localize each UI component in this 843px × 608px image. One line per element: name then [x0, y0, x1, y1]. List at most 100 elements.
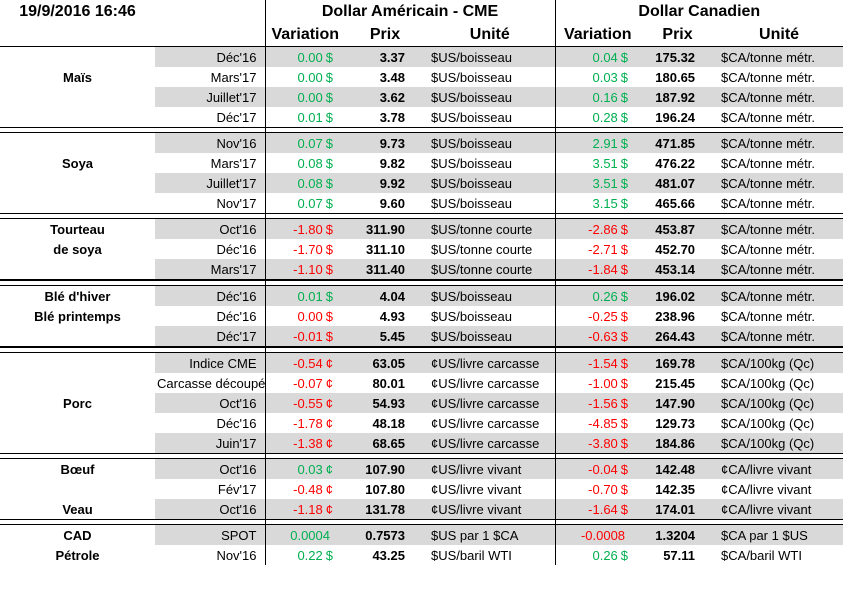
ca-unit-cell: $CA/tonne métr. — [715, 326, 843, 347]
ca-variation-cell: -0.70 $ — [554, 479, 641, 499]
ca-price-cell: 471.85 — [640, 132, 716, 153]
section-separator — [0, 279, 843, 286]
us-unit-cell: ¢US/livre vivant — [431, 481, 522, 497]
commodity-label: Tourteau — [0, 218, 155, 239]
ca-variation-cell: -3.80 $ — [554, 433, 641, 454]
ca-variation-cell: 0.03 $ — [554, 67, 641, 87]
currency-symbol: $ — [325, 135, 333, 151]
ca-price-cell: 184.86 — [640, 433, 716, 454]
contract-cell: Nov'16 — [216, 547, 257, 563]
currency-symbol: $ — [325, 308, 333, 324]
us-price-cell: 9.92 — [345, 173, 425, 193]
us-variation-cell: 0.07 $ — [264, 132, 345, 153]
ca-price-cell: 453.87 — [640, 218, 716, 239]
col-header-ca-variation: Variation — [554, 24, 641, 47]
ca-unit-cell: $CA/tonne métr. — [721, 109, 815, 125]
us-price-cell: 311.10 — [365, 241, 405, 257]
currency-symbol: $ — [620, 288, 629, 304]
contract-cell: SPOT — [155, 524, 265, 545]
us-price-cell: 311.90 — [345, 218, 425, 239]
us-variation-cell: -0.48 ¢ — [264, 479, 345, 499]
us-price-cell: 107.80 — [365, 481, 405, 497]
currency-symbol: $ — [620, 395, 629, 411]
commodity-label: Soya — [61, 155, 94, 171]
ca-variation-value: -2.71 — [588, 241, 618, 257]
us-price-cell: 4.04 — [345, 285, 425, 306]
contract-cell: Déc'16 — [155, 285, 265, 306]
contract-cell: Juin'17 — [155, 433, 265, 454]
ca-unit-cell: $CA/tonne métr. — [721, 195, 815, 211]
price-table: 19/9/2016 16:46 Dollar Américain - CME D… — [0, 0, 843, 565]
commodity-label — [0, 107, 155, 128]
commodity-label: CAD — [0, 524, 155, 545]
currency-symbol: $ — [325, 195, 333, 211]
ca-price-cell: 57.11 — [663, 547, 696, 563]
currency-symbol: ¢ — [325, 501, 333, 517]
us-price-cell: 48.18 — [372, 415, 405, 431]
ca-price-cell: 453.14 — [640, 259, 716, 280]
section-separator — [0, 453, 843, 459]
contract-cell: Carcasse découpée — [157, 375, 265, 391]
col-header-us-variation: Variation — [264, 24, 345, 47]
us-variation-cell: -1.78 ¢ — [264, 413, 345, 433]
us-unit-cell: ¢US/livre vivant — [425, 458, 556, 479]
ca-unit-cell: $CA/100kg (Qc) — [715, 393, 843, 413]
commodity-label: Veau — [0, 499, 155, 520]
contract-cell: Oct'16 — [155, 393, 265, 413]
ca-price-cell: 264.43 — [640, 326, 716, 347]
us-price-cell: 131.78 — [345, 499, 425, 520]
ca-variation-value: -1.00 — [588, 375, 618, 391]
us-unit-cell: $US/tonne courte — [431, 241, 533, 257]
col-header-us-prix: Prix — [345, 24, 425, 47]
us-variation-value: 0.00 — [297, 69, 323, 85]
us-variation-cell: 0.00 $ — [264, 87, 345, 107]
ca-variation-value: -3.80 — [588, 435, 618, 451]
ca-variation-cell: 0.26 $ — [554, 545, 641, 565]
us-variation-value: 0.07 — [297, 135, 323, 151]
us-variation-cell: -1.18 ¢ — [264, 499, 345, 520]
currency-symbol: $ — [620, 328, 629, 344]
currency-symbol: $ — [620, 355, 629, 371]
us-variation-cell: -1.38 ¢ — [264, 433, 345, 454]
table-row: Déc'17 -0.01 $5.45 $US/boisseau -0.63 $264.43… — [0, 326, 843, 347]
report-datetime: 19/9/2016 16:46 — [19, 3, 136, 20]
ca-variation-value: -1.54 — [588, 355, 618, 371]
table-row: Mars'17 -1.10 $311.40 $US/tonne courte -1.84… — [0, 259, 843, 280]
us-variation-cell: -0.55 ¢ — [264, 393, 345, 413]
currency-symbol: $ — [325, 221, 333, 237]
us-unit-cell: $US par 1 $CA — [425, 524, 556, 545]
contract-cell: Oct'16 — [155, 218, 265, 239]
commodity-label — [0, 193, 155, 214]
contract-cell: Mars'17 — [210, 155, 257, 171]
us-variation-cell: -0.54 ¢ — [264, 352, 345, 373]
ca-variation-value: 0.16 — [592, 89, 618, 105]
table-row: Blé d'hiver Déc'16 0.01 $4.04 $US/boisseau 0.… — [0, 285, 843, 306]
table-row: Nov'16 0.07 $9.73 $US/boisseau 2.91 $471.85 $C… — [0, 132, 843, 153]
us-variation-value: -1.80 — [293, 221, 323, 237]
currency-symbol: $ — [325, 261, 333, 277]
us-variation-cell: 0.07 $ — [264, 193, 345, 214]
us-unit-cell: $US/boisseau — [431, 69, 512, 85]
ca-variation-cell: 2.91 $ — [554, 132, 641, 153]
us-variation-value: -1.70 — [293, 241, 323, 257]
commodity-label — [0, 173, 155, 193]
ca-variation-value: -1.56 — [588, 395, 618, 411]
us-variation-value: -1.18 — [293, 501, 323, 517]
ca-price-cell: 174.01 — [640, 499, 716, 520]
currency-symbol: $ — [620, 155, 629, 171]
us-variation-value: 0.22 — [297, 547, 323, 563]
ca-variation-value: 0.03 — [592, 69, 618, 85]
us-variation-value: -0.01 — [293, 328, 323, 344]
currency-symbol: $ — [620, 135, 629, 151]
ca-variation-value: -0.0008 — [580, 527, 626, 543]
ca-price-cell: 175.32 — [640, 46, 716, 67]
currency-symbol: $ — [620, 221, 629, 237]
table-row: Tourteau Oct'16 -1.80 $311.90 $US/tonne cour… — [0, 218, 843, 239]
table-row: Juillet'17 0.00 $3.62 $US/boisseau 0.16 $187.… — [0, 87, 843, 107]
ca-variation-value: 2.91 — [592, 135, 618, 151]
ca-variation-value: -0.25 — [588, 308, 618, 324]
ca-variation-cell: -1.56 $ — [554, 393, 641, 413]
us-variation-cell: -1.70 $ — [264, 239, 345, 259]
us-price-cell: 311.40 — [345, 259, 425, 280]
commodity-label — [0, 132, 155, 153]
